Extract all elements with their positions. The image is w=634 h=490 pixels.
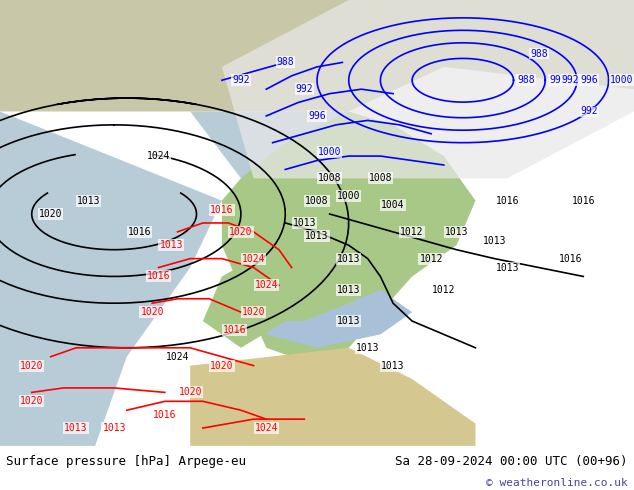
Polygon shape <box>0 112 222 446</box>
Polygon shape <box>203 259 285 348</box>
Text: 1024: 1024 <box>165 352 190 362</box>
Text: 1020: 1020 <box>242 307 266 317</box>
Text: 1013: 1013 <box>444 227 469 237</box>
Text: 1008: 1008 <box>368 173 392 183</box>
Text: 1016: 1016 <box>210 204 234 215</box>
Text: 1013: 1013 <box>102 423 126 433</box>
Text: 1016: 1016 <box>559 254 583 264</box>
Text: 1013: 1013 <box>64 423 88 433</box>
Polygon shape <box>0 0 634 112</box>
Text: 1000: 1000 <box>609 75 633 85</box>
Text: © weatheronline.co.uk: © weatheronline.co.uk <box>486 478 628 489</box>
Polygon shape <box>266 290 412 348</box>
Text: 1020: 1020 <box>140 307 164 317</box>
Text: 988: 988 <box>276 57 294 68</box>
Text: 988: 988 <box>517 75 535 85</box>
Text: 992: 992 <box>581 106 598 117</box>
Text: 1016: 1016 <box>223 325 247 335</box>
Text: 1013: 1013 <box>381 361 405 370</box>
Polygon shape <box>222 0 634 178</box>
Text: 1000: 1000 <box>318 147 342 157</box>
Text: 1016: 1016 <box>127 227 152 237</box>
Polygon shape <box>222 112 476 366</box>
Text: 992: 992 <box>232 75 250 85</box>
Text: 1020: 1020 <box>178 388 202 397</box>
Text: 992: 992 <box>549 75 567 85</box>
Text: 1016: 1016 <box>571 196 595 206</box>
Text: 1012: 1012 <box>419 254 443 264</box>
Text: 992: 992 <box>562 75 579 85</box>
Text: 1013: 1013 <box>356 343 380 353</box>
Text: 992: 992 <box>295 84 313 94</box>
Text: 1016: 1016 <box>153 410 177 420</box>
Text: 1008: 1008 <box>305 196 329 206</box>
Text: 1020: 1020 <box>39 209 63 219</box>
Text: 1013: 1013 <box>337 316 361 326</box>
Text: 1012: 1012 <box>432 285 456 295</box>
Text: 1013: 1013 <box>159 240 183 250</box>
Polygon shape <box>190 348 476 446</box>
Text: 1004: 1004 <box>381 200 405 210</box>
Text: 1013: 1013 <box>482 236 507 246</box>
Text: 988: 988 <box>530 49 548 58</box>
Text: 1013: 1013 <box>305 231 329 242</box>
Text: 1020: 1020 <box>20 396 44 406</box>
Text: Surface pressure [hPa] Arpege-eu: Surface pressure [hPa] Arpege-eu <box>6 455 247 468</box>
Text: 1016: 1016 <box>146 271 171 281</box>
Text: 1012: 1012 <box>400 227 424 237</box>
Polygon shape <box>190 112 349 178</box>
Text: 1016: 1016 <box>495 196 519 206</box>
Text: 996: 996 <box>308 111 326 121</box>
Text: 1013: 1013 <box>337 254 361 264</box>
Text: 1013: 1013 <box>292 218 316 228</box>
Text: 1013: 1013 <box>495 263 519 272</box>
Text: 1024: 1024 <box>254 423 278 433</box>
Text: Sa 28-09-2024 00:00 UTC (00+96): Sa 28-09-2024 00:00 UTC (00+96) <box>395 455 628 468</box>
Text: 1020: 1020 <box>229 227 253 237</box>
Text: 1020: 1020 <box>20 361 44 370</box>
Text: 1024: 1024 <box>242 254 266 264</box>
Text: 1020: 1020 <box>210 361 234 370</box>
Text: 1024: 1024 <box>146 151 171 161</box>
Text: 1000: 1000 <box>337 191 361 201</box>
Text: 996: 996 <box>581 75 598 85</box>
Text: 1013: 1013 <box>337 285 361 295</box>
Text: 1008: 1008 <box>318 173 342 183</box>
Text: 1013: 1013 <box>77 196 101 206</box>
Text: 1024: 1024 <box>254 280 278 291</box>
